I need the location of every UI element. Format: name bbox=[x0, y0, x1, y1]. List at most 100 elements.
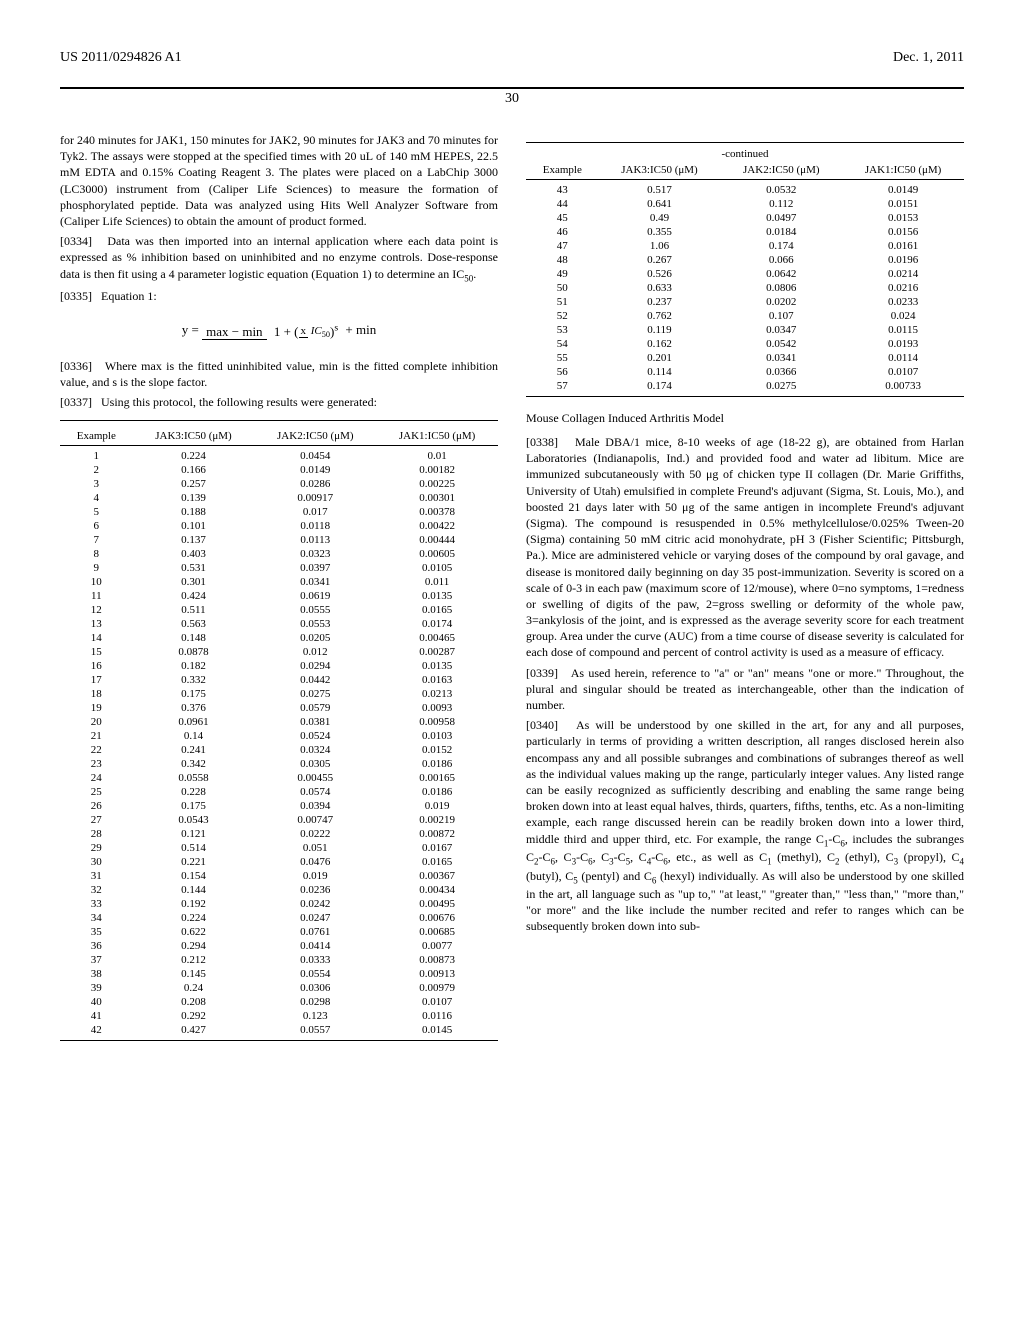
table-body: 430.5170.05320.0149440.6410.1120.0151450… bbox=[526, 180, 964, 397]
para-num: [0339] bbox=[526, 666, 558, 680]
para-text: As used herein, reference to "a" or "an"… bbox=[526, 666, 964, 712]
para-num: [0338] bbox=[526, 435, 558, 449]
table-cell: 0.0165 bbox=[376, 603, 498, 617]
ic50-sub: 50 bbox=[464, 273, 473, 283]
table-cell: 0.0233 bbox=[842, 295, 964, 309]
table-cell: 0.24 bbox=[133, 981, 255, 995]
table-cell: 28 bbox=[60, 827, 133, 841]
table-row: 220.2410.03240.0152 bbox=[60, 743, 498, 757]
table-row: 490.5260.06420.0214 bbox=[526, 267, 964, 281]
table-cell: 0.174 bbox=[720, 239, 842, 253]
p0340-b: -C bbox=[828, 832, 840, 846]
table-cell: 0.0557 bbox=[254, 1023, 376, 1041]
table-cell: 0.0579 bbox=[254, 701, 376, 715]
table-cell: 0.531 bbox=[133, 561, 255, 575]
table-cell: 21 bbox=[60, 729, 133, 743]
table-cell: 49 bbox=[526, 267, 599, 281]
table-cell: 42 bbox=[60, 1023, 133, 1041]
table-cell: 0.00455 bbox=[254, 771, 376, 785]
table-header-row: Example JAK3:IC50 (μM) JAK2:IC50 (μM) JA… bbox=[526, 161, 964, 180]
table-cell: 56 bbox=[526, 365, 599, 379]
table-row: 90.5310.03970.0105 bbox=[60, 561, 498, 575]
table-cell: 0.00465 bbox=[376, 631, 498, 645]
table-cell: 41 bbox=[60, 1009, 133, 1023]
p0340-g: , C bbox=[593, 850, 610, 864]
table-cell: 0.0156 bbox=[842, 225, 964, 239]
table-cell: 0.0294 bbox=[254, 659, 376, 673]
table-cell: 0.427 bbox=[133, 1023, 255, 1041]
table-cell: 0.175 bbox=[133, 799, 255, 813]
table-cell: 8 bbox=[60, 547, 133, 561]
table-cell: 0.00605 bbox=[376, 547, 498, 561]
para-text: Where max is the fitted uninhibited valu… bbox=[60, 359, 498, 389]
p0340-a: As will be understood by one skilled in … bbox=[526, 718, 964, 845]
table-row: 460.3550.01840.0156 bbox=[526, 225, 964, 239]
col-jak1: JAK1:IC50 (μM) bbox=[842, 161, 964, 180]
table-row: 180.1750.02750.0213 bbox=[60, 687, 498, 701]
table-row: 60.1010.01180.00422 bbox=[60, 519, 498, 533]
table-cell: 0.511 bbox=[133, 603, 255, 617]
table-header-row: Example JAK3:IC50 (μM) JAK2:IC50 (μM) JA… bbox=[60, 427, 498, 446]
paragraph-0340: [0340] As will be understood by one skil… bbox=[526, 717, 964, 934]
table-row: 560.1140.03660.0107 bbox=[526, 365, 964, 379]
table-cell: 0.0333 bbox=[254, 953, 376, 967]
table-cell: 0.0397 bbox=[254, 561, 376, 575]
table-cell: 0.0305 bbox=[254, 757, 376, 771]
left-column: for 240 minutes for JAK1, 150 minutes fo… bbox=[60, 132, 498, 1051]
table-cell: 44 bbox=[526, 197, 599, 211]
col-jak3: JAK3:IC50 (μM) bbox=[599, 161, 721, 180]
paragraph-continue: for 240 minutes for JAK1, 150 minutes fo… bbox=[60, 132, 498, 229]
table-cell: 0.166 bbox=[133, 463, 255, 477]
section-title: Mouse Collagen Induced Arthritis Model bbox=[526, 411, 964, 426]
table-row: 510.2370.02020.0233 bbox=[526, 295, 964, 309]
table-cell: 0.0113 bbox=[254, 533, 376, 547]
col-jak2: JAK2:IC50 (μM) bbox=[720, 161, 842, 180]
table-cell: 19 bbox=[60, 701, 133, 715]
table-cell: 0.633 bbox=[599, 281, 721, 295]
p0340-m: (ethyl), C bbox=[840, 850, 894, 864]
table-cell: 0.0115 bbox=[842, 323, 964, 337]
table-cell: 0.0174 bbox=[376, 617, 498, 631]
paragraph-0338: [0338] Male DBA/1 mice, 8-10 weeks of ag… bbox=[526, 434, 964, 661]
table-row: 20.1660.01490.00182 bbox=[60, 463, 498, 477]
table-cell: 0.0497 bbox=[720, 211, 842, 225]
table-cell: 0.182 bbox=[133, 659, 255, 673]
para-num: [0337] bbox=[60, 395, 92, 409]
table-cell: 0.00225 bbox=[376, 477, 498, 491]
table-cell: 0.0213 bbox=[376, 687, 498, 701]
table-cell: 0.00287 bbox=[376, 645, 498, 659]
table-row: 370.2120.03330.00873 bbox=[60, 953, 498, 967]
para-num: [0336] bbox=[60, 359, 92, 373]
col-jak1: JAK1:IC50 (μM) bbox=[376, 427, 498, 446]
table-cell: 4 bbox=[60, 491, 133, 505]
eq-ic: IC bbox=[311, 325, 322, 337]
table-cell: 29 bbox=[60, 841, 133, 855]
table-cell: 35 bbox=[60, 925, 133, 939]
table-cell: 48 bbox=[526, 253, 599, 267]
sub-4b: 4 bbox=[960, 856, 965, 866]
table-cell: 53 bbox=[526, 323, 599, 337]
para-num: [0335] bbox=[60, 289, 92, 303]
table-cell: 0.0442 bbox=[254, 673, 376, 687]
table-cell: 0.01 bbox=[376, 446, 498, 464]
table-cell: 0.011 bbox=[376, 575, 498, 589]
table-cell: 0.376 bbox=[133, 701, 255, 715]
table-row: 170.3320.04420.0163 bbox=[60, 673, 498, 687]
table-row: 320.1440.02360.00434 bbox=[60, 883, 498, 897]
paragraph-0337: [0337] Using this protocol, the followin… bbox=[60, 394, 498, 410]
table-row: 380.1450.05540.00913 bbox=[60, 967, 498, 981]
table-cell: 0.00979 bbox=[376, 981, 498, 995]
table-cell: 0.0394 bbox=[254, 799, 376, 813]
table-cell: 0.121 bbox=[133, 827, 255, 841]
eq-exponent: s bbox=[334, 323, 338, 334]
table-row: 410.2920.1230.0116 bbox=[60, 1009, 498, 1023]
eq-denominator: 1 + ( x IC50 )s bbox=[270, 324, 342, 339]
table-cell: 0.228 bbox=[133, 785, 255, 799]
table-cell: 0.00733 bbox=[842, 379, 964, 397]
table-cell: 12 bbox=[60, 603, 133, 617]
table-cell: 0.342 bbox=[133, 757, 255, 771]
eq-inner-fraction: x IC50 bbox=[299, 326, 331, 339]
table-cell: 0.0205 bbox=[254, 631, 376, 645]
p0340-k: , etc., as well as C bbox=[668, 850, 767, 864]
table-cell: 0.14 bbox=[133, 729, 255, 743]
